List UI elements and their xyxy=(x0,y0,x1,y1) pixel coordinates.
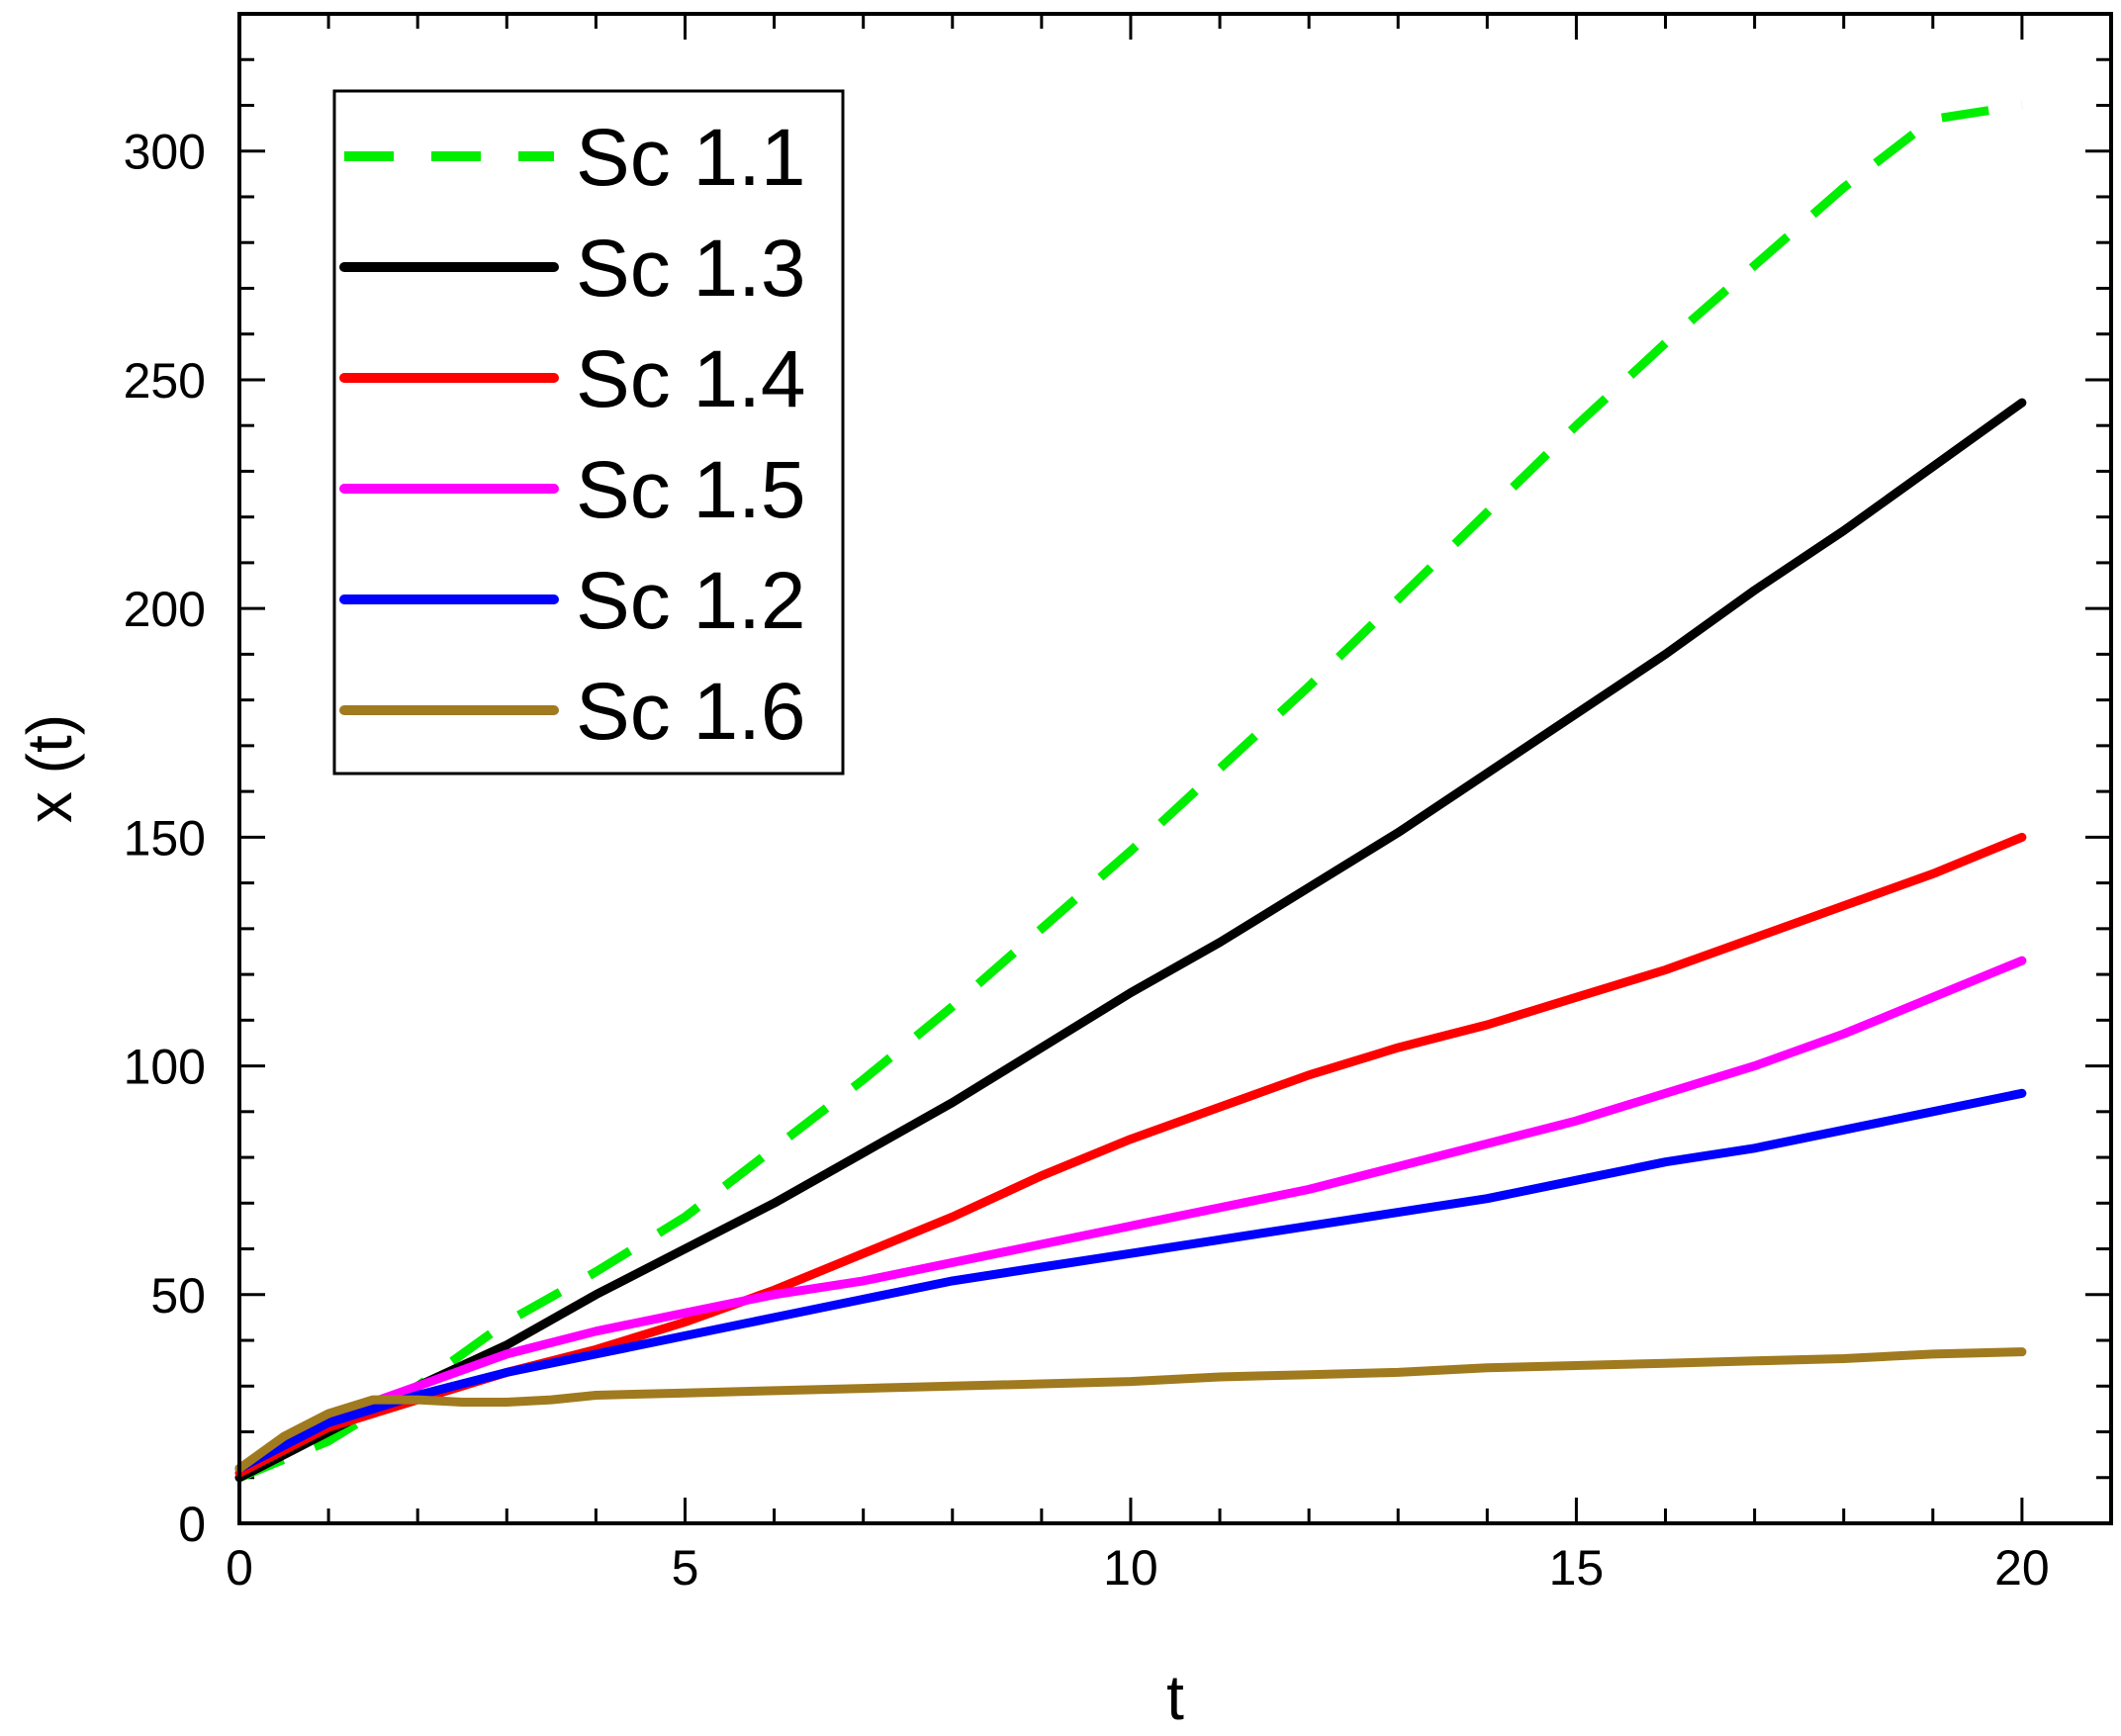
y-tick-label: 300 xyxy=(124,125,206,180)
x-tick-label: 15 xyxy=(1549,1540,1605,1596)
legend-label: Sc 1.3 xyxy=(576,224,805,314)
y-tick-label: 200 xyxy=(124,582,206,637)
series-line-4 xyxy=(234,1088,2027,1473)
plot-frame xyxy=(237,12,2113,1525)
y-axis-label: x (t) xyxy=(14,714,85,823)
legend-label: Sc 1.4 xyxy=(576,334,805,424)
y-tick-label: 100 xyxy=(124,1040,206,1095)
y-tick-label: 150 xyxy=(124,810,206,866)
x-tick-label: 20 xyxy=(1994,1540,2050,1596)
legend-label: Sc 1.6 xyxy=(576,667,805,757)
axis-ticks xyxy=(237,12,2113,1525)
y-tick-label: 50 xyxy=(150,1268,206,1324)
series-line-3 xyxy=(234,956,2027,1473)
x-axis-label: t xyxy=(1166,1662,1184,1733)
x-tick-label: 5 xyxy=(672,1540,699,1596)
legend-label: Sc 1.5 xyxy=(576,445,805,535)
x-tick-label: 10 xyxy=(1103,1540,1158,1596)
legend-label: Sc 1.1 xyxy=(576,113,805,203)
legend: Sc 1.1 Sc 1.3 Sc 1.4 Sc 1.5 Sc 1.2 Sc 1.6 xyxy=(332,89,845,776)
x-tick-label: 0 xyxy=(226,1540,253,1596)
series-line-5 xyxy=(234,1347,2027,1473)
y-tick-label: 250 xyxy=(124,353,206,409)
series-lines xyxy=(234,101,2027,1483)
y-tick-label: 0 xyxy=(178,1497,206,1552)
series-line-1 xyxy=(234,398,2027,1483)
legend-box xyxy=(332,89,845,776)
series-line-0 xyxy=(237,101,2023,1482)
legend-label: Sc 1.2 xyxy=(576,556,805,646)
